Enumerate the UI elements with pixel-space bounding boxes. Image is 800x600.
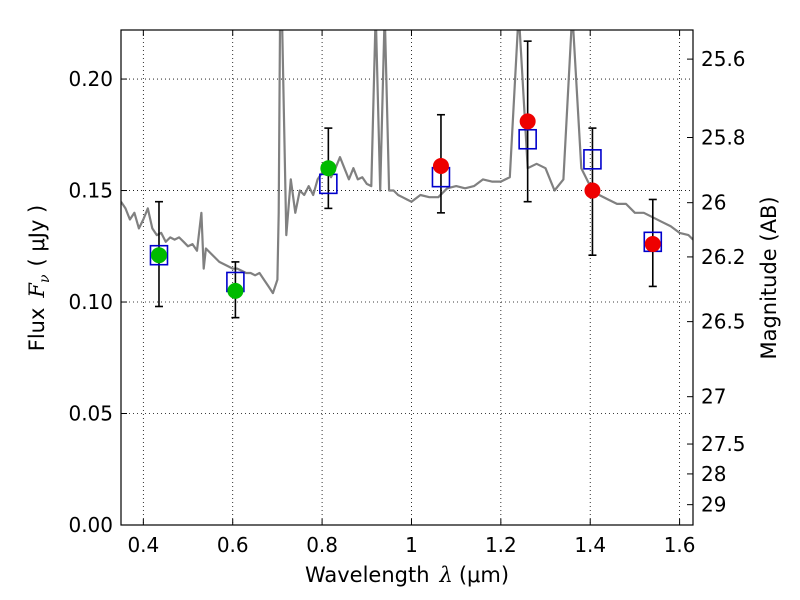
x-tick-label: 0.4: [127, 533, 159, 557]
x-tick-label: 1.6: [664, 533, 696, 557]
magnitude-tick-label: 27: [701, 385, 726, 409]
y-tick-label: 0.15: [68, 179, 113, 203]
x-tick-label: 1.4: [574, 533, 606, 557]
model-flux-square: [518, 128, 537, 150]
y-tick-label: 0.10: [68, 290, 113, 314]
magnitude-tick-label: 28: [701, 462, 726, 486]
grid: [121, 30, 693, 526]
magnitude-tick-label: 25.8: [701, 125, 746, 149]
observed-point-red: [584, 182, 601, 199]
x-tick-label: 1.2: [485, 533, 517, 557]
magnitude-tick-label: 26.2: [701, 245, 746, 269]
x-axis-label: Wavelength λ (μm): [305, 563, 509, 587]
x-tick-label: 1: [405, 533, 418, 557]
model-flux-square: [583, 149, 602, 170]
y-axis-ticks: 0.00 0.05 0.10 0.15 0.20: [68, 67, 127, 537]
error-bars: [154, 40, 657, 319]
y-axis-label: FluxFν( μJy ): [25, 205, 53, 351]
magnitude-axis-label: Magnitude (AB): [757, 196, 781, 359]
observed-point-green: [150, 247, 167, 264]
model-flux-square: [149, 244, 169, 266]
model-flux-markers: [149, 128, 663, 293]
observed-point-red: [432, 158, 449, 175]
magnitude-tick-label: 25.6: [701, 47, 746, 71]
observed-point-green: [227, 282, 244, 299]
magnitude-tick-label: 29: [701, 493, 726, 517]
x-axis-ticks: 0.4 0.6 0.8 1 1.2 1.4 1.6: [127, 30, 696, 557]
observed-point-red: [644, 236, 661, 253]
x-tick-label: 0.6: [217, 533, 249, 557]
model-spectrum-line: [121, 30, 693, 295]
observed-point-red: [519, 113, 536, 130]
observed-point-green: [320, 160, 337, 177]
magnitude-axis-ticks: 25.6 25.8 26 26.2 26.5 27 27.5 28 29: [687, 47, 746, 517]
model-spectrum: [121, 30, 693, 295]
plot-frame: [120, 29, 694, 526]
observed-points: [150, 113, 661, 299]
y-tick-label: 0.00: [68, 513, 113, 537]
y-tick-label: 0.05: [68, 402, 113, 426]
magnitude-tick-label: 27.5: [701, 432, 746, 456]
magnitude-tick-label: 26.5: [701, 310, 746, 334]
magnitude-tick-label: 26: [701, 191, 726, 215]
x-tick-label: 0.8: [306, 533, 338, 557]
y-tick-label: 0.20: [68, 67, 113, 91]
